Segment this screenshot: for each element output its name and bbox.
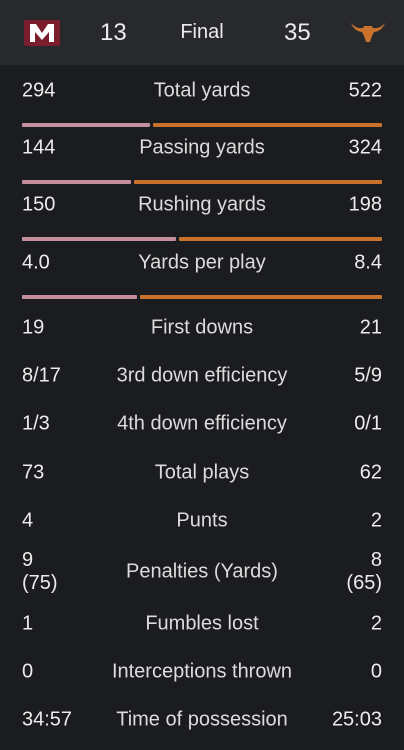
stat-label: First downs: [150, 316, 254, 339]
home-logo: [351, 23, 385, 42]
stat-label: Total yards: [153, 79, 251, 102]
home-bar: [139, 295, 382, 299]
stat-label: Passing yards: [139, 136, 265, 159]
away-value: 4: [22, 509, 34, 532]
away-value: 34:57: [22, 708, 73, 731]
stat-label: 4th down efficiency: [117, 412, 287, 435]
logo-shape: [351, 23, 385, 42]
stat-label: Interceptions thrown: [111, 660, 293, 683]
home-value: 8 (65): [346, 549, 382, 594]
game-status: Final: [180, 21, 224, 43]
away-score: 13: [100, 19, 127, 46]
away-bar: [22, 295, 137, 299]
home-value: 5/9: [354, 364, 382, 387]
away-value: 1/3: [22, 412, 50, 435]
stat-label: Punts: [176, 509, 228, 532]
home-bar: [153, 123, 382, 127]
stat-label: 3rd down efficiency: [116, 364, 288, 387]
away-value: 0: [22, 660, 34, 683]
away-value: 144: [22, 136, 56, 159]
home-value: 62: [359, 461, 382, 484]
away-value: 4.0: [22, 251, 50, 274]
home-value: 2: [370, 612, 382, 635]
home-value: 25:03: [331, 708, 382, 731]
home-value: 8.4: [354, 251, 382, 274]
away-logo: [24, 20, 60, 46]
home-value: 21: [359, 316, 382, 339]
stat-label: Yards per play: [138, 251, 266, 274]
stat-label: Penalties (Yards): [126, 560, 278, 583]
stat-label: Rushing yards: [138, 193, 266, 216]
home-bar: [178, 237, 382, 241]
home-value: 0/1: [354, 412, 382, 435]
logo-shape: [30, 24, 54, 42]
away-value: 9 (75): [22, 549, 58, 594]
away-value: 150: [22, 193, 56, 216]
home-value: 198: [348, 193, 382, 216]
away-value: 294: [22, 79, 56, 102]
stat-label: Fumbles lost: [145, 612, 259, 635]
away-value: 8/17: [22, 364, 61, 387]
away-bar: [22, 123, 151, 127]
home-value: 522: [348, 79, 382, 102]
away-value: 1: [22, 612, 34, 635]
score-header: 13 Final 35: [0, 0, 404, 65]
home-value: 0: [370, 660, 382, 683]
stat-label: Time of possession: [116, 708, 288, 731]
home-value: 324: [348, 136, 382, 159]
home-bar: [134, 180, 382, 184]
away-bar: [22, 180, 132, 184]
away-value: 19: [22, 316, 45, 339]
away-bar: [22, 237, 176, 241]
home-score: 35: [284, 19, 311, 46]
away-value: 73: [22, 461, 45, 484]
stat-label: Total plays: [154, 461, 250, 484]
home-value: 2: [370, 509, 382, 532]
